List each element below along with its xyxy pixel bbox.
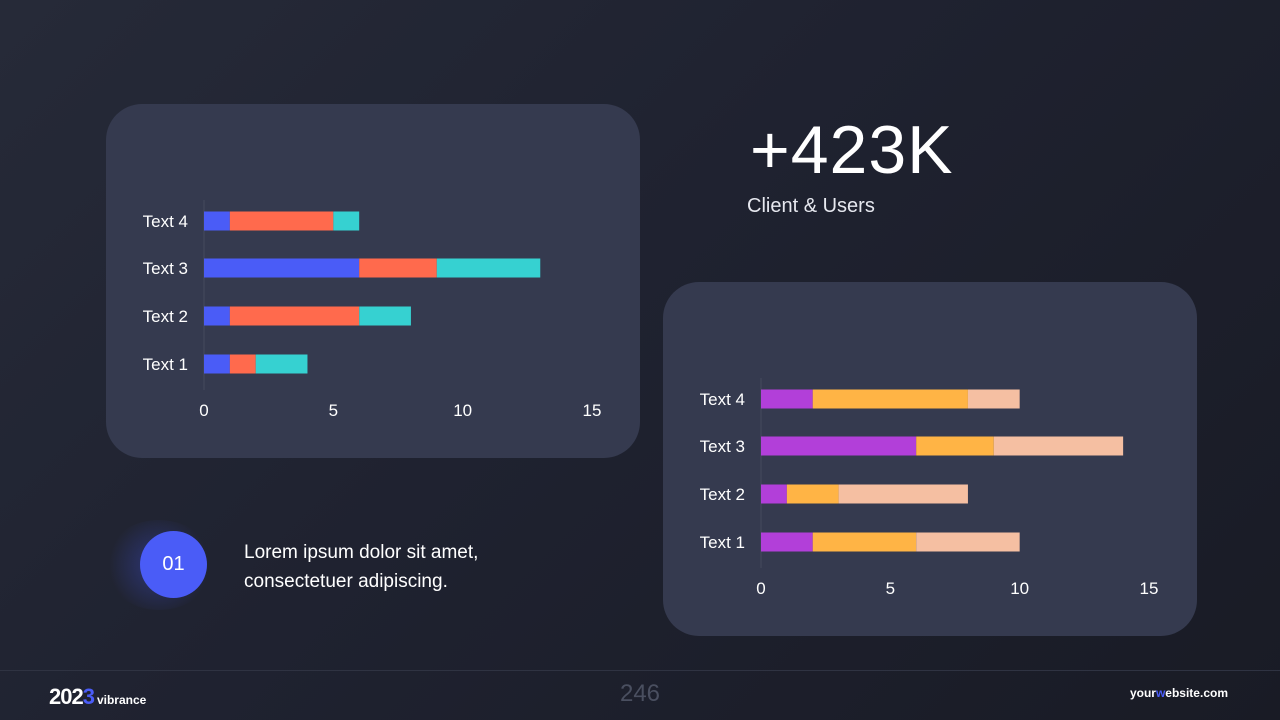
bar-segment: [333, 211, 360, 231]
website-link[interactable]: yourwebsite.com: [1130, 686, 1228, 700]
category-label: Text 4: [143, 212, 188, 231]
category-label: Text 1: [700, 533, 745, 552]
x-tick-label: 10: [1010, 579, 1029, 598]
page-number: 246: [619, 680, 661, 707]
x-tick-label: 15: [583, 401, 602, 420]
bar-segment: [229, 354, 256, 374]
bar-segment: [229, 306, 360, 326]
x-tick-label: 15: [1140, 579, 1159, 598]
x-tick-label: 5: [886, 579, 895, 598]
description-line-1: Lorem ipsum dolor sit amet,: [244, 542, 479, 563]
bar-segment: [761, 389, 813, 409]
bar-segment: [993, 436, 1124, 456]
bar-segment: [359, 258, 437, 278]
description-line-2: consectetuer adipiscing.: [244, 571, 448, 592]
category-label: Text 3: [700, 437, 745, 456]
brand-year-prefix: 202: [49, 684, 84, 709]
bar-segment: [761, 436, 917, 456]
stat-value: +423K: [750, 112, 954, 188]
website-pre: your: [1129, 686, 1156, 700]
chart-card-1: Text 1 Text 2 Text 3 Text 4 0 5 10 15: [106, 104, 640, 458]
bar-segment: [761, 484, 787, 504]
bar-segment: [204, 354, 230, 374]
bar-segment: [916, 532, 1020, 552]
stacked-bar-chart-1: Text 1 Text 2 Text 3 Text 4 0 5 10 15: [143, 200, 602, 420]
number-badge: 01: [140, 531, 207, 598]
x-tick-label: 0: [199, 401, 208, 420]
category-label: Text 3: [143, 259, 188, 278]
bar-segment: [204, 258, 360, 278]
x-tick-label: 5: [329, 401, 338, 420]
brand-year: 2023: [49, 684, 95, 710]
brand-year-accent: 3: [82, 684, 95, 709]
x-tick-label: 0: [756, 579, 765, 598]
bar-segment: [812, 389, 968, 409]
bar-segment: [761, 532, 813, 552]
bar-segment: [812, 532, 917, 552]
brand-name: vibrance: [96, 693, 147, 707]
chart-card-2: Text 1 Text 2 Text 3 Text 4 0 5 10 15: [663, 282, 1197, 636]
bar-segment: [229, 211, 334, 231]
x-tick-label: 10: [453, 401, 472, 420]
bar-segment: [204, 211, 230, 231]
description-text: Lorem ipsum dolor sit amet, consectetuer…: [244, 538, 564, 596]
bar-segment: [838, 484, 968, 504]
category-label: Text 4: [700, 390, 745, 409]
category-label: Text 1: [143, 355, 188, 374]
bar-segment: [255, 354, 308, 374]
footer-divider: [0, 670, 1280, 671]
bar-segment: [786, 484, 839, 504]
stat-label: Client & Users: [747, 195, 875, 217]
brand-logo: 2023 vibrance: [49, 684, 146, 710]
category-label: Text 2: [143, 307, 188, 326]
website-post: ebsite.com: [1165, 686, 1228, 700]
bar-segment: [967, 389, 1020, 409]
bar-segment: [916, 436, 994, 456]
bar-segment: [436, 258, 541, 278]
bar-segment: [204, 306, 230, 326]
website-accent: w: [1155, 686, 1166, 700]
stacked-bar-chart-2: Text 1 Text 2 Text 3 Text 4 0 5 10 15: [700, 378, 1159, 598]
category-label: Text 2: [700, 485, 745, 504]
bar-segment: [359, 306, 411, 326]
